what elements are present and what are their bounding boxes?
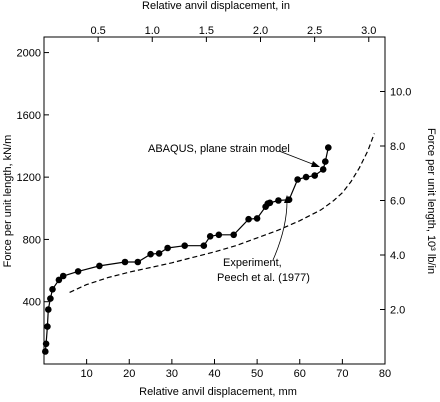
x-tick-label-bottom: 40 xyxy=(208,368,220,380)
x-tick-label-top: 0.5 xyxy=(90,25,105,37)
x-tick-label-top: 2.0 xyxy=(253,25,268,37)
y-tick-label-left: 400 xyxy=(23,297,41,309)
x-tick-label-bottom: 50 xyxy=(251,368,263,380)
x-tick-label-bottom: 20 xyxy=(123,368,135,380)
tick-group: 10 20 30 40 50 60 70 80 0.5 1.0 1.5 2.0 2.5 3.0 400 800… xyxy=(17,25,412,380)
y-tick-label-left: 1200 xyxy=(17,172,41,184)
x-axis-title-bottom: Relative anvil displacement, mm xyxy=(139,386,297,398)
experiment-leader-arrowhead xyxy=(284,195,290,203)
x-tick-label-bottom: 80 xyxy=(379,368,391,380)
annotation-group: ABAQUS, plane strain model Experiment, P… xyxy=(148,143,320,284)
abaqus-data-point xyxy=(322,158,329,165)
y-tick-label-left: 1600 xyxy=(17,110,41,122)
abaqus-data-point xyxy=(49,286,56,293)
abaqus-data-point xyxy=(121,258,129,266)
abaqus-data-point xyxy=(47,295,54,302)
experiment-series-line xyxy=(69,133,375,293)
abaqus-leader-line xyxy=(278,150,316,166)
abaqus-data-point xyxy=(134,258,142,266)
x-axis-title-top: Relative anvil displacement, in xyxy=(142,0,290,12)
abaqus-data-point xyxy=(311,172,319,179)
experiment-leader-line xyxy=(272,200,288,261)
y-tick-label-right: 6.0 xyxy=(390,196,405,208)
x-tick-label-top: 1.5 xyxy=(199,25,214,37)
abaqus-data-point xyxy=(74,268,82,275)
x-tick-label-bottom: 10 xyxy=(81,368,93,380)
abaqus-data-point xyxy=(294,176,301,183)
abaqus-data-point xyxy=(266,199,274,207)
abaqus-data-point xyxy=(44,323,51,330)
y-axis-title-left: Force per unit length, kN/m xyxy=(2,135,14,268)
abaqus-data-point xyxy=(55,276,63,284)
series-group xyxy=(42,133,375,355)
y-tick-label-right: 8.0 xyxy=(390,141,405,153)
abaqus-leader-arrowhead xyxy=(311,161,320,167)
y-tick-label-left: 800 xyxy=(23,234,41,246)
abaqus-data-point xyxy=(181,242,188,249)
experiment-label-line2: Peech et al. (1977) xyxy=(217,272,310,284)
abaqus-data-point xyxy=(147,250,154,258)
y-tick-label-right: 10.0 xyxy=(390,87,411,99)
abaqus-data-point xyxy=(59,272,67,280)
y-tick-label-right: 4.0 xyxy=(390,250,405,262)
y-tick-label-right: 2.0 xyxy=(390,305,405,317)
abaqus-data-point xyxy=(206,233,214,240)
abaqus-series-line xyxy=(44,147,329,352)
x-tick-label-bottom: 30 xyxy=(166,368,178,380)
abaqus-data-point xyxy=(200,242,208,249)
abaqus-label: ABAQUS, plane strain model xyxy=(148,143,290,155)
abaqus-data-point xyxy=(325,144,332,151)
abaqus-data-point xyxy=(164,244,171,252)
x-tick-label-bottom: 60 xyxy=(294,368,306,380)
abaqus-data-point xyxy=(302,173,310,181)
x-tick-label-top: 2.5 xyxy=(307,25,322,37)
abaqus-data-point xyxy=(42,340,50,348)
abaqus-data-point xyxy=(253,215,261,222)
y-axis-title-right: Force per unit length, 10³ lb/in xyxy=(425,128,437,274)
abaqus-data-point xyxy=(319,166,327,173)
abaqus-data-point xyxy=(42,348,49,355)
y-tick-label-left: 2000 xyxy=(17,48,41,60)
x-tick-label-bottom: 70 xyxy=(336,368,348,380)
x-tick-label-top: 3.0 xyxy=(361,25,376,37)
abaqus-data-point xyxy=(215,231,223,239)
abaqus-data-point xyxy=(155,250,163,257)
abaqus-data-point xyxy=(230,231,237,239)
abaqus-data-point xyxy=(245,215,252,223)
experiment-label-line1: Experiment, xyxy=(223,257,282,269)
abaqus-data-point xyxy=(275,197,282,204)
abaqus-data-point xyxy=(45,306,52,313)
x-tick-label-top: 1.0 xyxy=(145,25,160,37)
abaqus-data-point xyxy=(96,262,103,270)
